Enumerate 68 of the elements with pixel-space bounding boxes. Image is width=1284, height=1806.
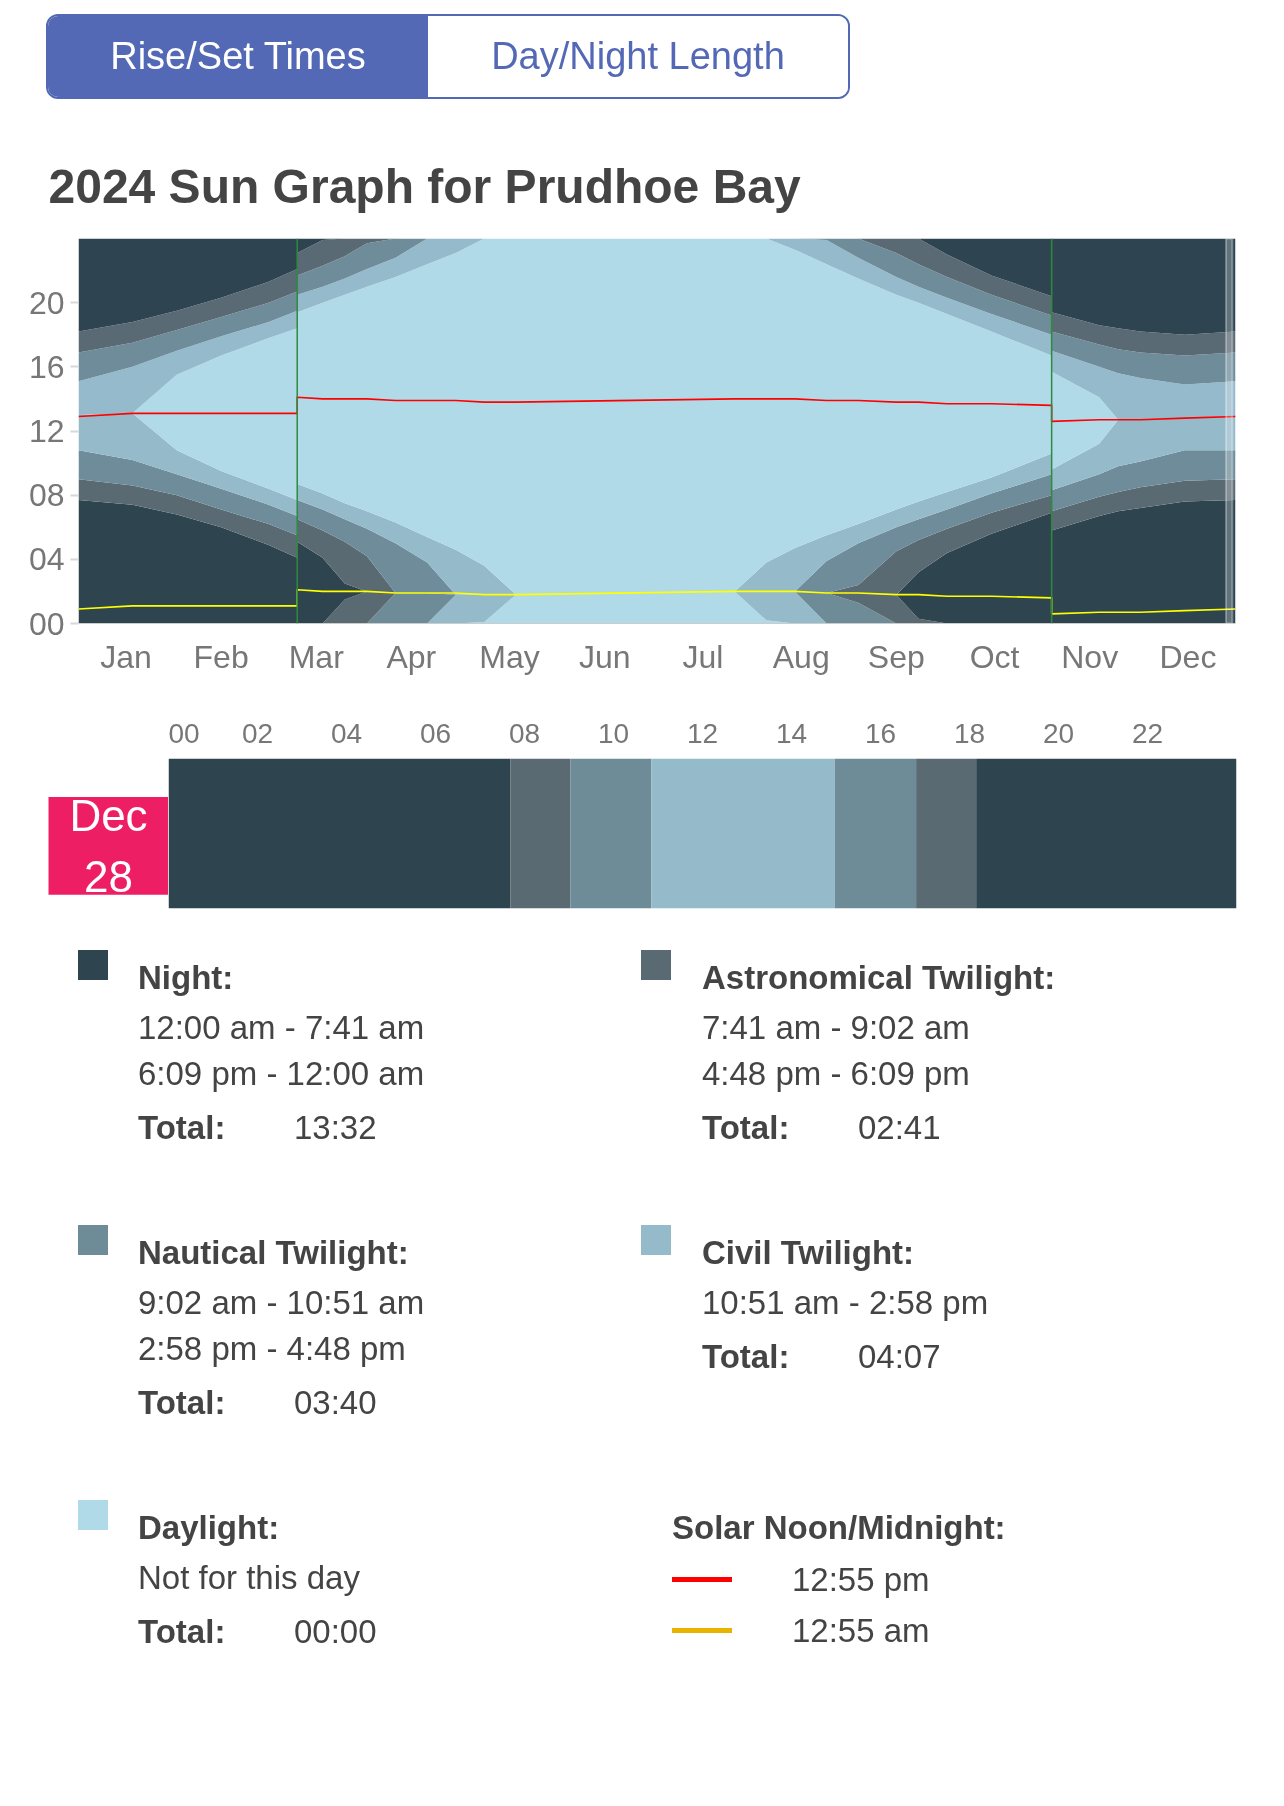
x-tick-label: Nov (1061, 638, 1119, 675)
text: 04:07 (858, 1338, 941, 1376)
text: 10:51 am - 2:58 pm (702, 1284, 989, 1322)
chart-title: 2024 Sun Graph for Prudhoe Bay (48, 159, 801, 213)
text: Not for this day (138, 1559, 360, 1597)
x-tick-label: 00 (168, 717, 200, 749)
bar (570, 758, 652, 909)
x-tick-label: 12 (686, 717, 719, 749)
text: 7:41 am - 9:02 am (702, 1009, 970, 1047)
text: Day/Night Length (428, 16, 848, 97)
text: Daylight: (138, 1509, 280, 1547)
x-tick-label: Apr (386, 638, 437, 675)
y-tick-label: 00 (28, 605, 65, 642)
x-tick-label: Sep (867, 638, 925, 675)
x-tick-label: 06 (419, 717, 452, 749)
x-tick-label: Jun (578, 638, 631, 675)
x-tick-label: May (479, 638, 540, 675)
text: 03:40 (294, 1384, 377, 1422)
text: Total: (138, 1384, 226, 1422)
x-tick-label: 02 (241, 717, 274, 749)
text: Civil Twilight: (702, 1234, 915, 1272)
x-tick-label: 20 (1042, 717, 1075, 749)
line-series (78, 589, 1236, 615)
x-tick-label: Mar (288, 638, 345, 675)
y-tick-label: 04 (28, 541, 65, 578)
x-tick-label: 16 (864, 717, 897, 749)
text: Total: (138, 1613, 226, 1651)
x-tick-label: 14 (775, 717, 808, 749)
x-tick-label: Jan (100, 638, 152, 675)
text: 6:09 pm - 12:00 am (138, 1055, 425, 1093)
text: Rise/Set Times (48, 16, 428, 97)
x-tick-label: 10 (597, 717, 630, 749)
text: 13:32 (294, 1109, 377, 1147)
x-tick-label: 08 (508, 717, 541, 749)
text: 12:55 am (792, 1612, 930, 1650)
text: 00:00 (294, 1613, 377, 1651)
x-tick-label: Dec (1159, 638, 1217, 675)
text: 2:58 pm - 4:48 pm (138, 1330, 406, 1368)
text: 12:55 pm (792, 1561, 930, 1599)
x-tick-label: Aug (772, 638, 830, 675)
x-tick-label: Jul (682, 638, 724, 675)
y-tick-label: 12 (28, 413, 65, 449)
bar (976, 758, 1237, 909)
x-tick-label: Oct (969, 638, 1020, 675)
text: 12:00 am - 7:41 am (138, 1009, 425, 1047)
x-tick-label: Feb (193, 638, 249, 675)
y-tick-label: 08 (28, 477, 65, 514)
x-tick-label: 22 (1131, 717, 1164, 749)
text: 9:02 am - 10:51 am (138, 1284, 425, 1322)
bar (916, 758, 977, 909)
text: Nautical Twilight: (138, 1234, 409, 1272)
text: Total: (702, 1338, 790, 1376)
text: Total: (138, 1109, 226, 1147)
y-tick-label: Dec 28 (69, 790, 148, 902)
y-tick-label: 16 (28, 348, 65, 385)
text: Night: (138, 959, 234, 997)
x-tick-label: 04 (330, 717, 363, 749)
text: 02:41 (858, 1109, 941, 1147)
text: Astronomical Twilight: (702, 959, 1056, 997)
bar (834, 758, 917, 909)
line-series (78, 396, 1236, 423)
bar (651, 758, 835, 909)
text: 4:48 pm - 6:09 pm (702, 1055, 970, 1093)
bar (510, 758, 571, 909)
y-tick-label: 20 (28, 284, 65, 321)
x-tick-label: 18 (953, 717, 986, 749)
text: Total: (702, 1109, 790, 1147)
text: Solar Noon/Midnight: (672, 1509, 1006, 1547)
